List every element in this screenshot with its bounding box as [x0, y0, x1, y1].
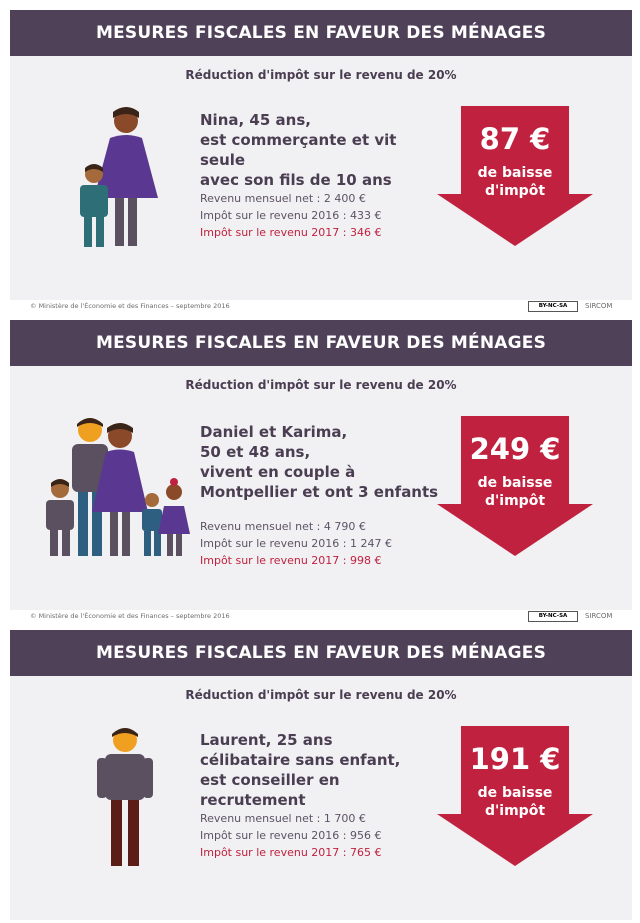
reduction-amount: 249 € [469, 432, 561, 466]
org-label: SIRCOM [585, 612, 613, 620]
household-description: Daniel et Karima, 50 et 48 ans, vivent e… [200, 423, 439, 501]
tax-2016: Impôt sur le revenu 2016 : 1 247 € [200, 537, 392, 550]
cc-license-badge: BY-NC-SA [528, 301, 578, 312]
household-description: Laurent, 25 ans célibataire sans enfant,… [200, 731, 401, 809]
card-header: MESURES FISCALES EN FAVEUR DES MÉNAGES [10, 630, 632, 676]
tax-reduction-arrow: 191 € de baisse d'impôt [435, 726, 595, 866]
income-details: Revenu mensuel net : 1 700 € Impôt sur l… [200, 810, 440, 861]
family-icon [46, 418, 190, 556]
net-income: Revenu mensuel net : 4 790 € [200, 520, 366, 533]
copyright: © Ministère de l'Économie et des Finance… [30, 612, 230, 620]
household-description: Nina, 45 ans, est commerçante et vit seu… [200, 111, 397, 189]
card-daniel-karima: MESURES FISCALES EN FAVEUR DES MÉNAGES R… [10, 320, 632, 610]
card-laurent: MESURES FISCALES EN FAVEUR DES MÉNAGES R… [10, 630, 632, 920]
card-header: MESURES FISCALES EN FAVEUR DES MÉNAGES [10, 10, 632, 56]
card-subtitle: Réduction d'impôt sur le revenu de 20% [185, 68, 457, 82]
copyright: © Ministère de l'Économie et des Finance… [30, 302, 230, 310]
card-header: MESURES FISCALES EN FAVEUR DES MÉNAGES [10, 320, 632, 366]
tax-2016: Impôt sur le revenu 2016 : 956 € [200, 829, 382, 842]
reduction-label: de baisse d'impôt [477, 785, 553, 819]
tax-2017: Impôt sur le revenu 2017 : 998 € [200, 554, 382, 567]
reduction-label: de baisse d'impôt [477, 165, 553, 199]
net-income: Revenu mensuel net : 1 700 € [200, 812, 366, 825]
footer: © Ministère de l'Économie et des Finance… [10, 301, 632, 315]
tax-reduction-arrow: 87 € de baisse d'impôt [435, 106, 595, 246]
org-label: SIRCOM [585, 302, 613, 310]
reduction-amount: 87 € [479, 122, 551, 156]
tax-2017: Impôt sur le revenu 2017 : 346 € [200, 226, 382, 239]
footer: © Ministère de l'Économie et des Finance… [10, 611, 632, 625]
net-income: Revenu mensuel net : 2 400 € [200, 192, 366, 205]
single-man-icon [97, 728, 153, 866]
reduction-label: de baisse d'impôt [477, 475, 553, 509]
tax-reduction-arrow: 249 € de baisse d'impôt [435, 416, 595, 556]
income-details: Revenu mensuel net : 2 400 € Impôt sur l… [200, 190, 440, 241]
card-subtitle: Réduction d'impôt sur le revenu de 20% [185, 378, 457, 392]
card-nina: MESURES FISCALES EN FAVEUR DES MÉNAGES R… [10, 10, 632, 300]
tax-2016: Impôt sur le revenu 2016 : 433 € [200, 209, 382, 222]
cc-license-badge: BY-NC-SA [528, 611, 578, 622]
tax-2017: Impôt sur le revenu 2017 : 765 € [200, 846, 382, 859]
mother-and-son-icon [80, 107, 158, 247]
reduction-amount: 191 € [469, 742, 561, 776]
card-subtitle: Réduction d'impôt sur le revenu de 20% [185, 688, 457, 702]
income-details: Revenu mensuel net : 4 790 € Impôt sur l… [200, 518, 440, 569]
